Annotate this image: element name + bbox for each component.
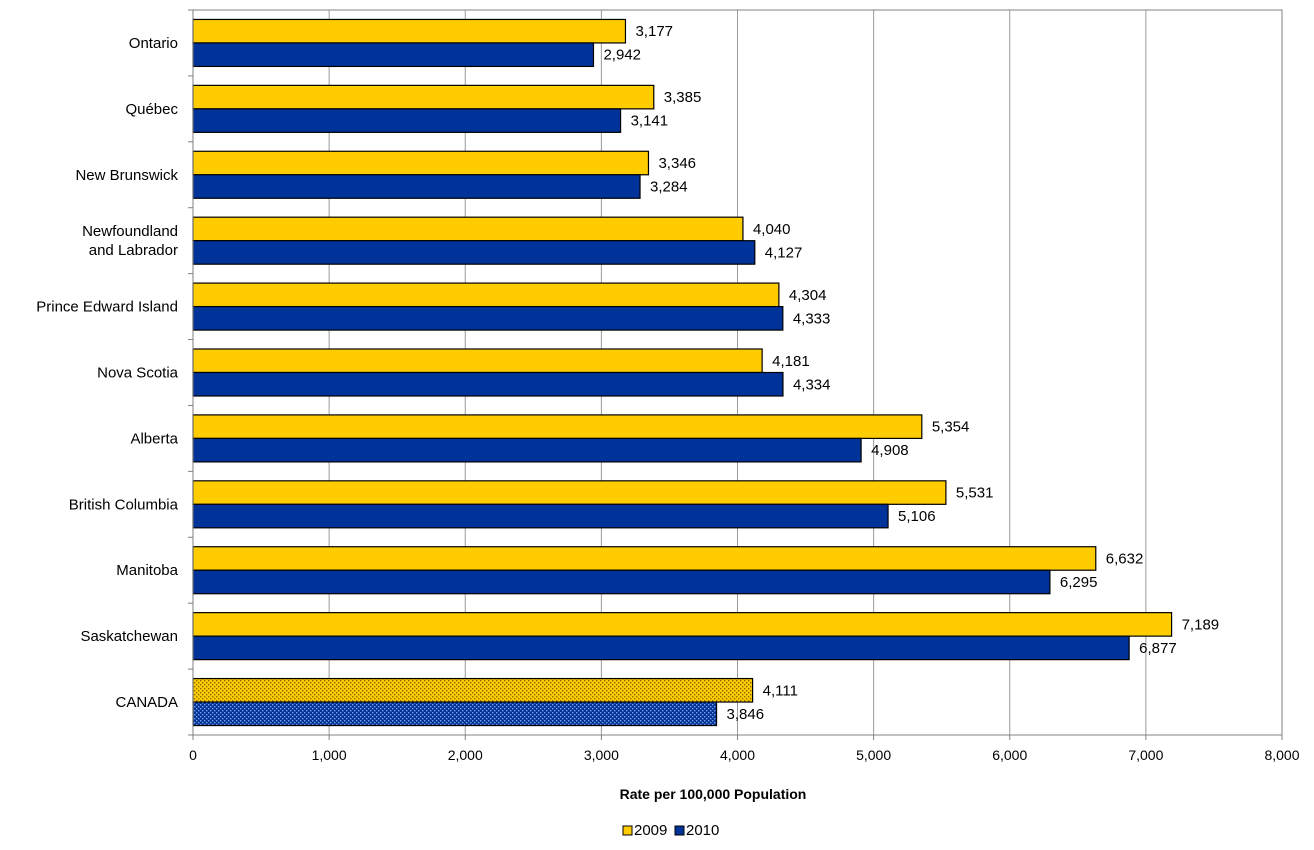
data-label-ontario-2009: 3,177 (635, 23, 673, 40)
category-labels: Ontario Québec New Brunswick Newfoundland an… (36, 35, 178, 711)
bar-ontario-2009 (192, 18, 627, 44)
bar-newfoundland-and-labrador-2010 (192, 240, 756, 265)
x-tick-label: 0 (189, 747, 197, 763)
legend-label-2010: 2010 (686, 822, 719, 839)
data-label-newfoundland-and-labrador-2009: 4,040 (753, 221, 791, 238)
bar-newfoundland-and-labrador-2009 (192, 216, 744, 242)
x-tick-label: 2,000 (448, 747, 483, 763)
bar-new-brunswick-2010 (192, 174, 641, 199)
category-label-quebec: Québec (125, 101, 178, 118)
bar-alberta-2010 (192, 437, 862, 463)
category-label-newfoundland-and-labrador-line-1: Newfoundland (82, 223, 178, 240)
x-tick-label: 4,000 (720, 747, 755, 763)
category-label-newfoundland-and-labrador-line-2: and Labrador (89, 242, 178, 259)
bar-nova-scotia-2009 (192, 348, 763, 374)
bar-saskatchewan-2010 (192, 635, 1130, 661)
legend-label-2009: 2009 (634, 822, 667, 839)
bar-british-columbia-2010 (192, 503, 889, 529)
bar-prince-edward-island-2009 (192, 282, 780, 308)
data-label-ontario-2010: 2,942 (603, 47, 641, 64)
bar-ontario-2010 (192, 42, 595, 68)
bar-saskatchewan-2009 (192, 612, 1173, 637)
x-tick-label: 1,000 (312, 747, 347, 763)
bar-alberta-2009 (192, 414, 923, 440)
x-axis-title: Rate per 100,000 Population (620, 786, 807, 802)
x-tick-label: 6,000 (992, 747, 1027, 763)
bar-manitoba-2009 (192, 546, 1097, 571)
data-label-british-columbia-2010: 5,106 (898, 508, 936, 525)
data-label-nova-scotia-2010: 4,334 (793, 376, 831, 393)
data-label-quebec-2010: 3,141 (631, 113, 669, 130)
x-tick-label: 8,000 (1264, 747, 1299, 763)
data-label-prince-edward-island-2009: 4,304 (789, 287, 827, 304)
data-label-manitoba-2009: 6,632 (1106, 550, 1144, 567)
bar-prince-edward-island-2010 (192, 305, 784, 331)
bar-new-brunswick-2009 (192, 150, 650, 176)
category-label-canada: CANADA (115, 694, 178, 711)
category-label-alberta: Alberta (130, 430, 178, 447)
category-label-ontario: Ontario (129, 35, 178, 52)
x-tick-label: 7,000 (1128, 747, 1163, 763)
x-tick-label: 5,000 (856, 747, 891, 763)
data-label-british-columbia-2009: 5,531 (956, 485, 994, 502)
category-label-saskatchewan: Saskatchewan (80, 628, 178, 645)
data-label-new-brunswick-2009: 3,346 (658, 155, 696, 172)
legend-swatch-2009 (622, 825, 633, 836)
category-label-nova-scotia: Nova Scotia (97, 365, 179, 382)
bar-canada-2009 (192, 677, 754, 703)
x-tick-label: 3,000 (584, 747, 619, 763)
data-label-newfoundland-and-labrador-2010: 4,127 (765, 244, 803, 261)
bar-quebec-2009 (192, 84, 655, 110)
legend-swatch-2010 (674, 825, 685, 836)
data-label-canada-2010: 3,846 (727, 706, 765, 723)
data-label-nova-scotia-2009: 4,181 (772, 353, 810, 370)
data-label-new-brunswick-2010: 3,284 (650, 179, 688, 196)
data-label-canada-2009: 4,111 (763, 682, 798, 699)
data-label-alberta-2010: 4,908 (871, 442, 909, 459)
category-label-british-columbia: British Columbia (69, 496, 179, 513)
bars (192, 18, 1173, 727)
data-label-prince-edward-island-2010: 4,333 (793, 310, 831, 327)
data-label-quebec-2009: 3,385 (664, 89, 702, 106)
data-label-saskatchewan-2009: 7,189 (1182, 616, 1220, 633)
bar-manitoba-2010 (192, 569, 1051, 595)
bar-british-columbia-2009 (192, 480, 947, 505)
bar-nova-scotia-2010 (192, 371, 784, 397)
category-label-new-brunswick: New Brunswick (75, 167, 178, 184)
data-labels: 3,177 2,942 3,385 3,141 3,346 3,284 4,040 4,127… (603, 23, 1219, 723)
x-axis: 0 1,000 2,000 3,000 4,000 5,000 6,000 7,000 8,00… (188, 9, 1300, 763)
bar-canada-2010 (192, 701, 718, 727)
data-label-saskatchewan-2010: 6,877 (1139, 640, 1177, 657)
category-label-manitoba: Manitoba (116, 562, 178, 579)
category-label-prince-edward-island: Prince Edward Island (36, 299, 178, 316)
data-label-alberta-2009: 5,354 (932, 419, 970, 436)
bar-quebec-2010 (192, 108, 622, 133)
legend: 2009 2010 (622, 822, 719, 839)
data-label-manitoba-2010: 6,295 (1060, 574, 1098, 591)
